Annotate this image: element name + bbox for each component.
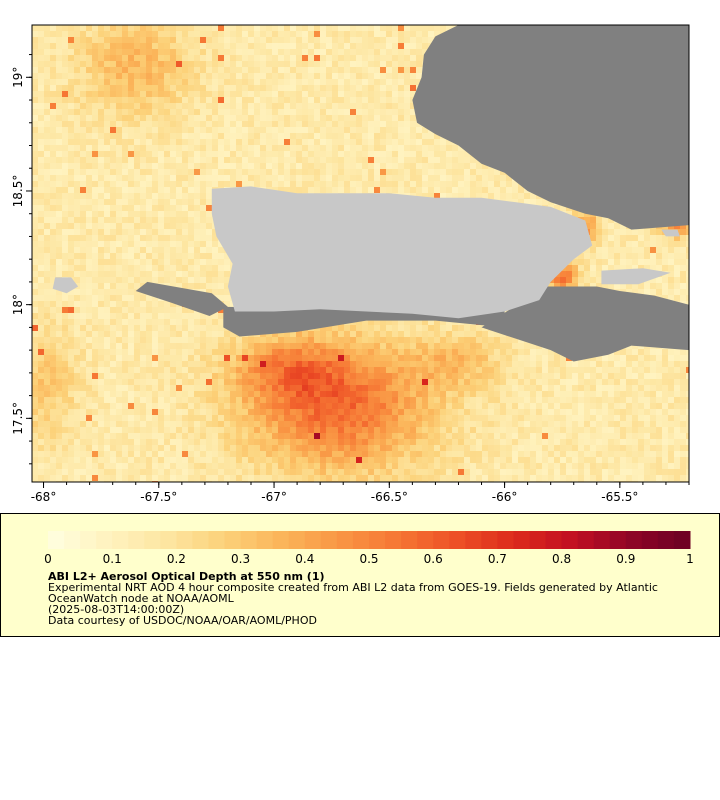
colorbar-segment xyxy=(401,531,418,549)
lat-tick-label: 17.5° xyxy=(11,402,25,435)
colorbar-tick-label: 0.8 xyxy=(552,552,571,566)
colorbar-tick-label: 0.2 xyxy=(167,552,186,566)
colorbar-segment xyxy=(641,531,659,549)
colorbar-segment xyxy=(577,531,595,549)
colorbar-tick-label: 0 xyxy=(44,552,52,566)
lat-tick-label: 18.5° xyxy=(11,175,25,208)
legend-description: Experimental NRT AOD 4 hour composite cr… xyxy=(48,581,658,627)
colorbar-segment xyxy=(352,531,370,549)
colorbar-segment xyxy=(417,531,434,549)
colorbar-segment xyxy=(385,531,402,549)
colorbar-tick-label: 0.4 xyxy=(295,552,314,566)
colorbar-tick-label: 0.1 xyxy=(103,552,122,566)
colorbar-segment xyxy=(256,531,274,549)
colorbar-segment xyxy=(144,531,161,549)
colorbar-segment xyxy=(593,531,611,549)
colorbar-segment xyxy=(513,531,530,549)
colorbar-segment xyxy=(272,531,290,549)
map-frame xyxy=(31,24,690,483)
landmass-puerto-rico xyxy=(211,186,593,319)
lon-tick-label: -65.5° xyxy=(601,490,638,504)
colorbar-segment xyxy=(336,531,354,549)
aod-map: -68° -67.5° -67° -66.5° -66° -65.5° 19° 18.5° 18… xyxy=(11,24,690,504)
colorbar-tick-label: 0.9 xyxy=(616,552,635,566)
colorbar-segment xyxy=(561,531,579,549)
colorbar-segment xyxy=(433,531,450,549)
colorbar-segment xyxy=(497,531,514,549)
colorbar-segment xyxy=(609,531,627,549)
colorbar-segment xyxy=(465,531,482,549)
colorbar-tick-label: 1 xyxy=(686,552,694,566)
no-data-region-southeast xyxy=(481,286,689,362)
legend-panel: 0 0.1 0.2 0.3 0.4 0.5 0.6 0.7 0.8 0.9 1 ABI L2+ Ae… xyxy=(0,513,720,637)
landmass-culebra xyxy=(661,229,680,237)
colorbar-segment xyxy=(80,531,97,549)
map-panel: -68° -67.5° -67° -66.5° -66° -65.5° 19° 18.5° 18… xyxy=(11,24,690,504)
lat-tick-label: 19° xyxy=(11,67,25,88)
legend-title: ABI L2+ Aerosol Optical Depth at 550 nm … xyxy=(48,570,325,583)
colorbar-segment xyxy=(96,531,113,549)
colorbar-segment xyxy=(128,531,145,549)
colorbar-tick-label: 0.7 xyxy=(488,552,507,566)
colorbar-tick-label: 0.3 xyxy=(231,552,250,566)
colorbar-segment xyxy=(545,531,563,549)
landmass-vieques xyxy=(601,268,671,285)
colorbar-segment xyxy=(224,531,242,549)
colorbar-segment xyxy=(112,531,129,549)
colorbar-segment xyxy=(192,531,209,549)
colorbar-tick-label: 0.5 xyxy=(359,552,378,566)
no-data-region-northeast xyxy=(412,25,689,230)
legend-text: ABI L2+ Aerosol Optical Depth at 550 nm … xyxy=(48,571,698,626)
colorbar-segment xyxy=(369,531,386,549)
colorbar-segment xyxy=(64,531,81,549)
colorbar-segment xyxy=(625,531,643,549)
colorbar-segment xyxy=(304,531,322,549)
lon-tick-label: -66° xyxy=(492,490,518,504)
colorbar-segment xyxy=(481,531,498,549)
aod-field xyxy=(32,25,689,482)
no-data-region-westcoast xyxy=(135,281,228,316)
colorbar-segment xyxy=(657,531,675,549)
colorbar-segment xyxy=(176,531,193,549)
lon-tick-label: -68° xyxy=(31,490,57,504)
lon-tick-label: -67° xyxy=(261,490,287,504)
colorbar-segment xyxy=(240,531,258,549)
lon-tick-label: -67.5° xyxy=(140,490,177,504)
lon-tick-label: -66.5° xyxy=(371,490,408,504)
colorbar-segment xyxy=(208,531,226,549)
colorbar-segment xyxy=(48,531,65,549)
colorbar: 0 0.1 0.2 0.3 0.4 0.5 0.6 0.7 0.8 0.9 1 xyxy=(44,531,694,566)
colorbar-segment xyxy=(288,531,306,549)
colorbar-segment xyxy=(160,531,177,549)
colorbar-tick-label: 0.6 xyxy=(424,552,443,566)
colorbar-segment xyxy=(673,531,691,549)
colorbar-segment xyxy=(529,531,547,549)
colorbar-segment xyxy=(449,531,466,549)
landmass-mona xyxy=(52,277,79,294)
lat-tick-label: 18° xyxy=(11,294,25,315)
colorbar-segment xyxy=(320,531,338,549)
